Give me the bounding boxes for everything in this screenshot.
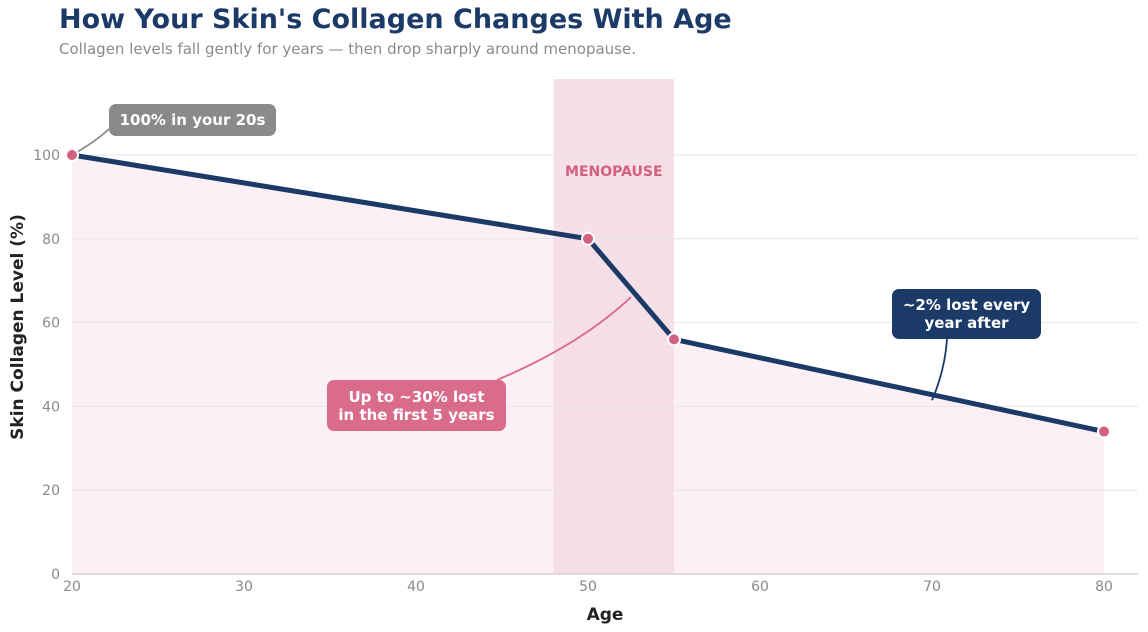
callout-after: ~2% lost every year after xyxy=(892,289,1041,339)
x-tick-20: 20 xyxy=(63,579,81,595)
chart-subtitle: Collagen levels fall gently for years — … xyxy=(59,40,636,58)
x-tick-40: 40 xyxy=(407,579,425,595)
y-tick-20: 20 xyxy=(42,483,60,499)
data-point-50 xyxy=(581,231,595,246)
menopause-band xyxy=(553,79,674,574)
data-point-55 xyxy=(667,332,681,347)
connector-drop xyxy=(496,296,632,381)
x-tick-80: 80 xyxy=(1095,579,1113,595)
callout-drop-line-2: in the first 5 years xyxy=(338,406,495,424)
data-point-80 xyxy=(1097,424,1111,439)
y-tick-40: 40 xyxy=(42,399,60,415)
callout-after-line-2: year after xyxy=(924,314,1009,332)
menopause-label: MENOPAUSE xyxy=(565,164,663,180)
data-point-20 xyxy=(65,148,79,162)
callout-start: 100% in your 20s xyxy=(109,104,276,136)
y-tick-80: 80 xyxy=(42,232,60,248)
y-axis-label: Skin Collagen Level (%) xyxy=(8,214,28,440)
callout-start-line-1: 100% in your 20s xyxy=(119,111,266,129)
chart-title: How Your Skin's Collagen Changes With Ag… xyxy=(59,4,732,35)
y-tick-100: 100 xyxy=(33,148,60,164)
y-tick-0: 0 xyxy=(51,567,60,583)
connector-after xyxy=(931,338,948,401)
y-tick-60: 60 xyxy=(42,316,60,332)
x-tick-70: 70 xyxy=(923,579,941,595)
x-tick-50: 50 xyxy=(579,579,597,595)
x-tick-60: 60 xyxy=(751,579,769,595)
x-axis-label: Age xyxy=(587,605,624,625)
callout-drop: Up to ~30% lost in the first 5 years xyxy=(327,380,506,431)
x-tick-30: 30 xyxy=(235,579,253,595)
series-line xyxy=(69,152,1107,435)
callout-drop-line-1: Up to ~30% lost xyxy=(348,388,485,406)
callout-after-line-1: ~2% lost every xyxy=(902,296,1031,314)
